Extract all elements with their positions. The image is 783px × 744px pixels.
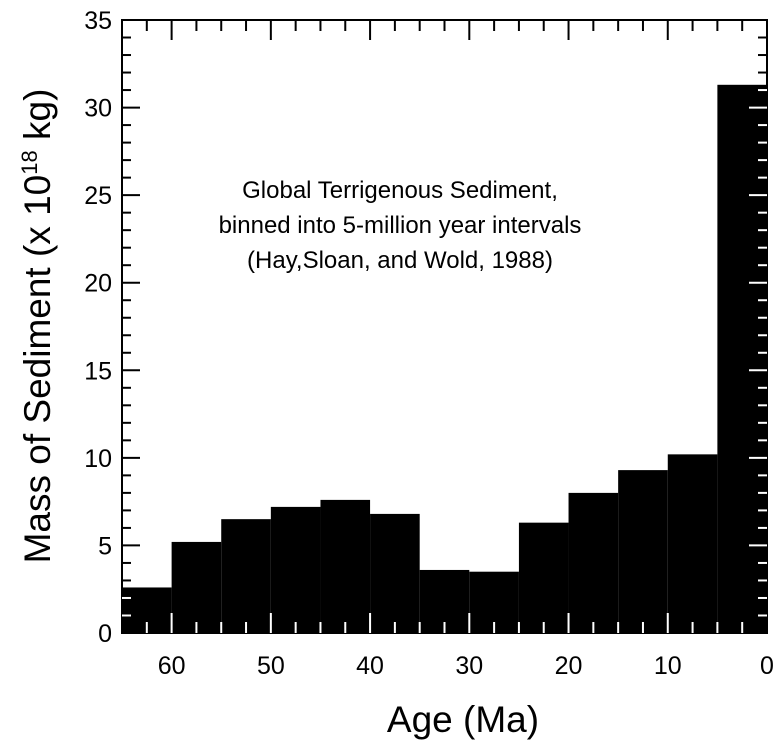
y-tick-label: 15 — [84, 357, 112, 385]
y-tick-label: 5 — [98, 532, 112, 560]
x-tick-label: 10 — [654, 652, 682, 680]
bar-1 — [171, 541, 222, 633]
y-axis-title-suffix: kg) — [17, 89, 58, 151]
bar-3 — [270, 506, 321, 633]
bar-5 — [370, 513, 420, 633]
annotation-line-1: Global Terrigenous Sediment, — [242, 177, 558, 204]
y-tick-label: 10 — [84, 445, 112, 473]
annotation-line-3: (Hay,Sloan, and Wold, 1988) — [247, 247, 553, 274]
y-tick-label: 30 — [84, 95, 112, 123]
x-tick-label: 50 — [257, 652, 285, 680]
y-tick-labels: 0 5 10 15 20 25 30 35 — [84, 7, 112, 648]
bars — [122, 84, 767, 633]
annotation-line-2: binned into 5-million year intervals — [219, 212, 582, 239]
x-tick-label: 40 — [356, 652, 384, 680]
x-tick-labels: 60 50 40 30 20 10 0 — [158, 652, 774, 680]
ticks — [122, 20, 767, 633]
bar-11 — [667, 454, 718, 633]
x-axis-title: Age (Ma) — [387, 699, 539, 740]
x-tick-label: 0 — [760, 652, 774, 680]
y-axis-title: Mass of Sediment (x 1018 kg) — [17, 89, 58, 564]
x-tick-label: 30 — [455, 652, 483, 680]
y-tick-label: 0 — [98, 620, 112, 648]
y-axis-title-prefix: Mass of Sediment (x 10 — [17, 175, 58, 564]
bar-8 — [518, 522, 569, 633]
y-tick-label: 25 — [84, 182, 112, 210]
bar-9 — [568, 492, 619, 633]
y-axis-title-exponent: 18 — [17, 150, 42, 174]
bar-2 — [221, 519, 271, 633]
bar-10 — [618, 470, 668, 633]
x-tick-label: 60 — [158, 652, 186, 680]
y-tick-label: 35 — [84, 7, 112, 35]
y-tick-label: 20 — [84, 270, 112, 298]
bar-4 — [320, 499, 371, 633]
bar-12 — [717, 84, 767, 633]
x-tick-label: 20 — [555, 652, 583, 680]
